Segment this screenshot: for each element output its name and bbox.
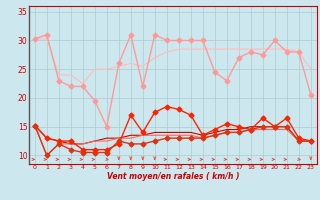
X-axis label: Vent moyen/en rafales ( km/h ): Vent moyen/en rafales ( km/h ) xyxy=(107,172,239,181)
